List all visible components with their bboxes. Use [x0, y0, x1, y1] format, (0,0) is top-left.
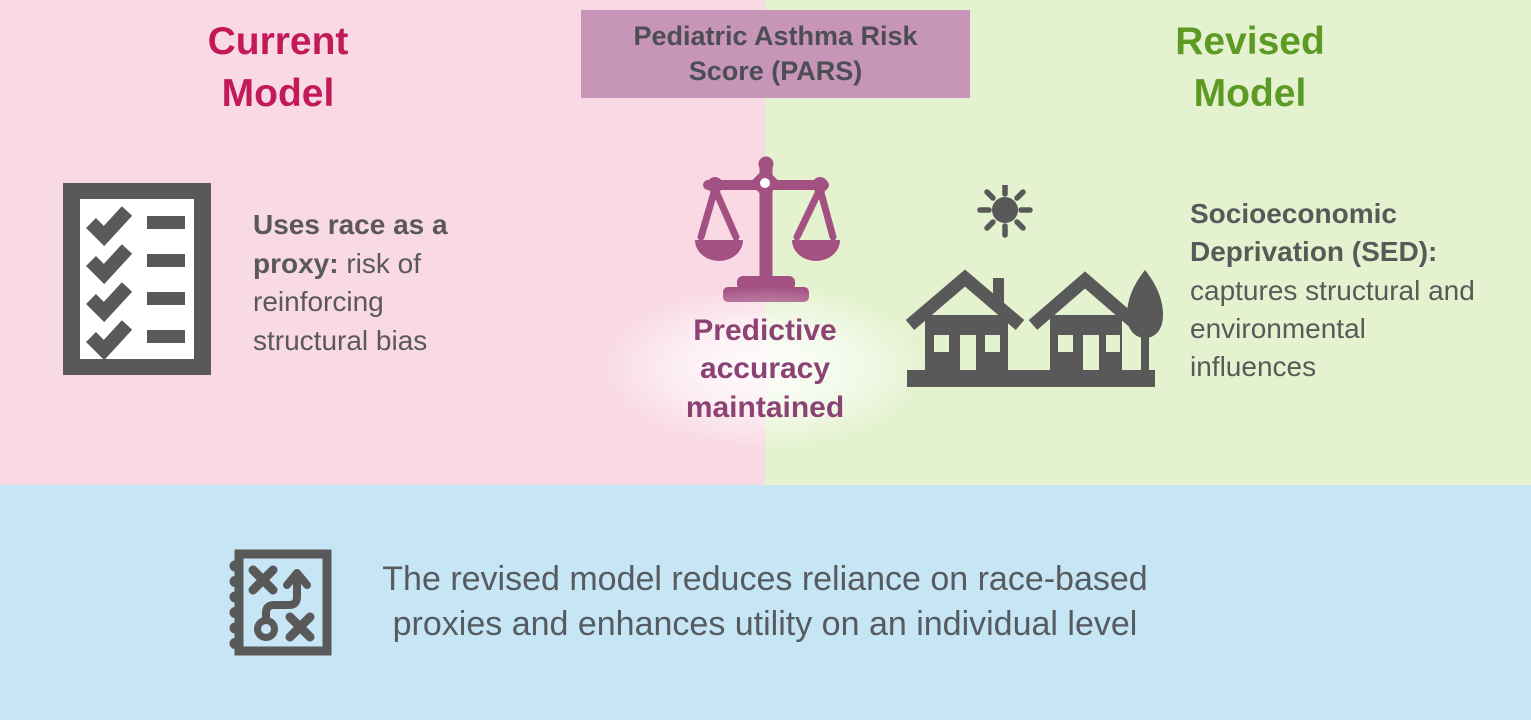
revised-title-line2: Model	[1193, 71, 1307, 115]
current-model-text-bold: Uses race as a proxy:	[253, 209, 448, 279]
strategy-icon	[226, 548, 332, 663]
current-model-title: Current Model	[128, 16, 428, 120]
revised-model-text: Socioeconomic Deprivation (SED): capture…	[1190, 195, 1482, 387]
revised-model-text-rest: captures structural and environmental in…	[1190, 274, 1475, 383]
revised-model-title: Revised Model	[1100, 16, 1400, 120]
current-model-text: Uses race as a proxy: risk of reinforcin…	[253, 206, 501, 361]
houses-and-tree	[905, 269, 1163, 387]
balance-scale-icon	[690, 155, 842, 308]
neighborhood-icon	[905, 182, 1165, 395]
footer-text-line2: proxies and enhances utility on an indiv…	[392, 604, 1138, 643]
current-model-text-rest: risk of reinforcing structural bias	[253, 247, 428, 356]
footer-text: The revised model reduces reliance on ra…	[330, 557, 1200, 647]
current-title-line1: Current	[207, 20, 349, 63]
footer-text-line1: The revised model reduces reliance on ra…	[382, 560, 1148, 598]
sun-icon	[977, 182, 1033, 238]
revised-title-line1: Revised	[1175, 20, 1325, 63]
glow-effect	[605, 287, 925, 448]
revised-model-text-bold: Socioeconomic Deprivation (SED):	[1190, 198, 1438, 268]
predictive-caption-wrap: Predictive accuracy maintained	[605, 287, 925, 448]
pars-title-box: Pediatric Asthma Risk Score (PARS)	[581, 10, 970, 98]
checklist-icon	[63, 183, 211, 380]
predictive-caption: Predictive accuracy maintained	[685, 314, 845, 424]
pars-title: Pediatric Asthma Risk Score (PARS)	[633, 20, 918, 86]
current-title-line2: Model	[221, 71, 335, 115]
